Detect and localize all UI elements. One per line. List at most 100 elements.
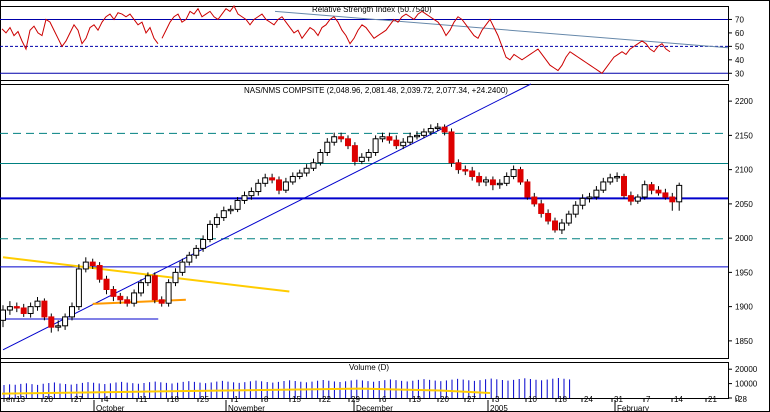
candle-body [607, 177, 614, 183]
rsi-ytick-label: 40 [735, 56, 744, 65]
candle-body [338, 136, 345, 140]
rsi-title: Relative Strength Index (50.7540) [312, 5, 432, 14]
candle-body [151, 275, 158, 301]
x-tick-label: 10 [528, 395, 537, 404]
candle-body [255, 182, 262, 193]
candle-body [165, 282, 172, 304]
rsi-ytick-label: 50 [735, 42, 744, 51]
candle-body [552, 220, 558, 231]
candle-body [13, 306, 20, 309]
candle-body [345, 138, 351, 147]
price-trendline-0 [2, 83, 532, 351]
candle-body [241, 195, 248, 201]
candle-body [117, 295, 124, 301]
x-tick-label: 27 [74, 395, 83, 404]
price-frame [0, 84, 729, 359]
rsi-ytick-label: 30 [735, 69, 744, 78]
x-tick-label: 15 [292, 395, 301, 404]
candle-body [634, 196, 641, 202]
candle-body [6, 306, 13, 311]
candle-body [503, 175, 510, 184]
candle-body [496, 182, 503, 186]
volume-ytick-label: 10000 [735, 380, 758, 389]
volume-frame [0, 362, 729, 399]
candle-body [627, 195, 634, 202]
x-tick-label: 28 [738, 395, 747, 404]
candle-body [593, 189, 600, 198]
x-tick-label: 13 [412, 395, 421, 404]
candle-body [131, 292, 138, 304]
candle-body [483, 179, 489, 183]
rsi-ytick-label: 70 [735, 15, 744, 24]
candle-body [158, 299, 165, 304]
candle-body [641, 184, 648, 198]
price-ytick-label: 2150 [735, 131, 753, 140]
x-tick-label: 13 [16, 395, 25, 404]
volume-title: Volume (D) [349, 363, 389, 372]
x-tick-label: 7 [646, 395, 651, 404]
candle-body [372, 138, 379, 154]
candle-body [365, 152, 372, 158]
x-tick-label: 20 [44, 395, 53, 404]
candle-body [448, 131, 455, 164]
price-ytick-label: 1950 [735, 268, 753, 277]
candle-body [296, 172, 303, 177]
price-title: NAS/NMS COMPSITE (2,048.96, 2,081.48, 2,… [244, 86, 508, 95]
candle-body [324, 141, 331, 154]
candle-body [27, 306, 34, 314]
candle-body [351, 145, 358, 162]
candle-body [276, 179, 282, 191]
candle-body [621, 175, 627, 197]
candle-body [469, 170, 476, 177]
x-tick-label: er [6, 395, 13, 404]
x-month-label: 2005 [490, 404, 508, 412]
candle-body [545, 212, 552, 222]
candle-body [234, 199, 241, 210]
candle-body [462, 169, 469, 172]
candle-body [586, 196, 593, 199]
candle-body [358, 156, 365, 162]
price-ytick-label: 2100 [735, 166, 753, 175]
rsi-series-line-0 [1, 12, 159, 51]
candle-body [310, 162, 317, 169]
price-trendline-3 [92, 298, 186, 305]
candle-body [48, 316, 55, 328]
candle-body [41, 300, 48, 318]
candle-body [269, 177, 276, 181]
candle-body [138, 282, 144, 294]
candle-body [379, 136, 386, 140]
x-tick-label: 3 [495, 395, 500, 404]
candle-body [317, 152, 324, 164]
x-month-label: February [617, 404, 649, 412]
candle-body [662, 192, 669, 198]
price-ytick-label: 1850 [735, 337, 753, 346]
candle-body [676, 184, 683, 203]
candle-body [96, 265, 103, 280]
candle-body [179, 261, 186, 273]
x-tick-label: 18 [170, 395, 179, 404]
candle-body [262, 177, 269, 184]
volume-ytick-label: 20000 [735, 365, 758, 374]
x-tick-label: 11 [139, 395, 148, 404]
candle-body [69, 306, 75, 318]
candle-body [434, 126, 441, 130]
candle-body [110, 289, 117, 297]
candle-body [186, 254, 193, 263]
candle-body [34, 300, 41, 308]
candle-body [600, 181, 607, 191]
x-tick-label: 14 [674, 395, 683, 404]
candle-body [227, 208, 234, 212]
candle-body [427, 128, 434, 133]
x-tick-label: 25 [200, 395, 209, 404]
candle-body [441, 126, 448, 133]
candle-body [75, 268, 82, 308]
candle-body [331, 136, 338, 143]
candle-body [0, 309, 6, 321]
candle-body [303, 167, 310, 174]
x-tick-label: 8 [264, 395, 269, 404]
candle-body [489, 179, 496, 186]
candle-body [510, 169, 517, 177]
candle-body [282, 181, 289, 191]
candle-body [82, 261, 89, 270]
